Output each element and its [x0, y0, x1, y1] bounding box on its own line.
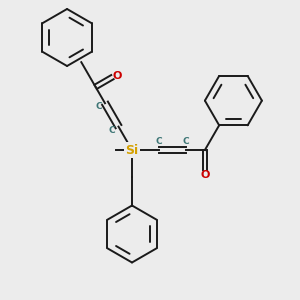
Text: O: O — [112, 70, 122, 81]
Text: C: C — [109, 126, 115, 135]
Text: C: C — [156, 136, 162, 146]
Text: Si: Si — [125, 143, 139, 157]
Text: C: C — [95, 103, 102, 112]
Text: C: C — [183, 136, 189, 146]
Text: O: O — [200, 170, 210, 181]
